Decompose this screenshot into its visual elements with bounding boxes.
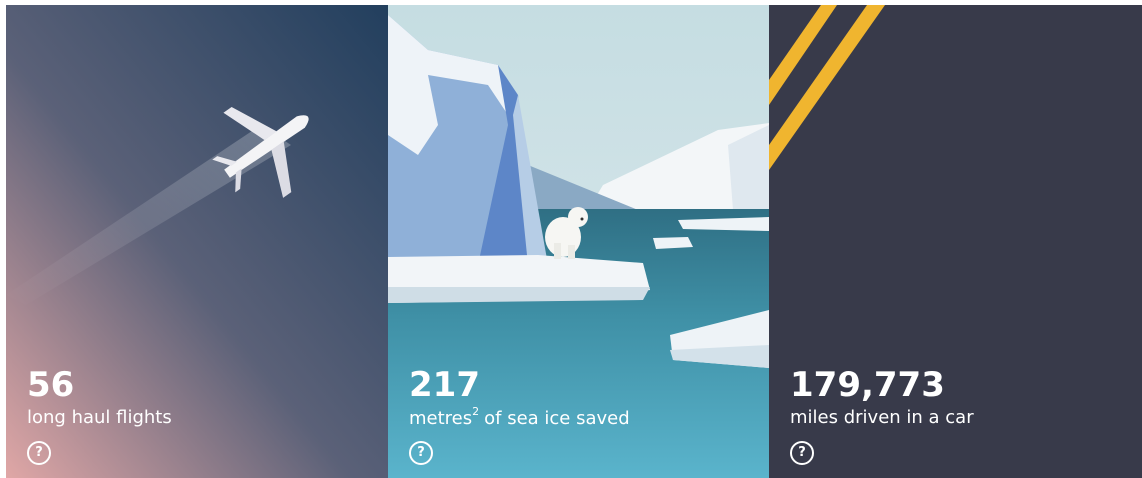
- label-text: miles driven in a car: [790, 407, 974, 428]
- stat: 217: [409, 365, 480, 405]
- stat-label: miles driven in a car: [790, 407, 974, 428]
- help-button[interactable]: ?: [790, 441, 814, 465]
- page: 56 long haul flights ?: [0, 0, 1142, 478]
- label-superscript: 2: [472, 405, 479, 418]
- stat-label: long haul flights: [27, 407, 172, 428]
- sea-ice-card: 217 metres2 of sea ice saved ?: [388, 5, 769, 478]
- stat: 56: [27, 365, 74, 405]
- label-text: long haul flights: [27, 407, 172, 428]
- flights-card: 56 long haul flights ?: [6, 5, 388, 478]
- help-button[interactable]: ?: [409, 441, 433, 465]
- label-text: of sea ice saved: [484, 408, 630, 429]
- help-button[interactable]: ?: [27, 441, 51, 465]
- car-card: 179,773 miles driven in a car ?: [769, 5, 1142, 478]
- stat-label: metres2 of sea ice saved: [409, 407, 630, 429]
- label-text: metres: [409, 408, 472, 429]
- stat: 179,773: [790, 365, 945, 405]
